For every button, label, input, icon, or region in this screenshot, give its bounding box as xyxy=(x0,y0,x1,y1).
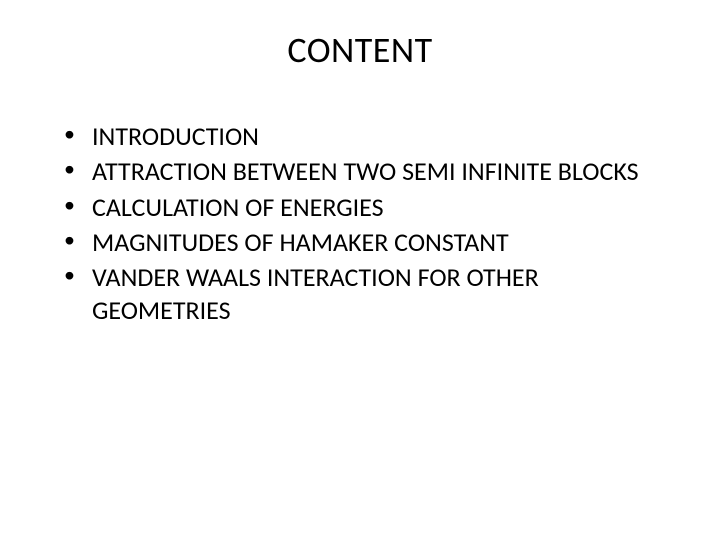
list-item: INTRODUCTION xyxy=(64,120,680,153)
bullet-list: INTRODUCTION ATTRACTION BETWEEN TWO SEMI… xyxy=(40,120,680,328)
list-item: MAGNITUDES OF HAMAKER CONSTANT xyxy=(64,226,680,259)
list-item: VANDER WAALS INTERACTION FOR OTHER GEOME… xyxy=(64,261,680,328)
list-item: ATTRACTION BETWEEN TWO SEMI INFINITE BLO… xyxy=(64,155,680,188)
slide-title: CONTENT xyxy=(40,28,680,72)
list-item: CALCULATION OF ENERGIES xyxy=(64,191,680,224)
